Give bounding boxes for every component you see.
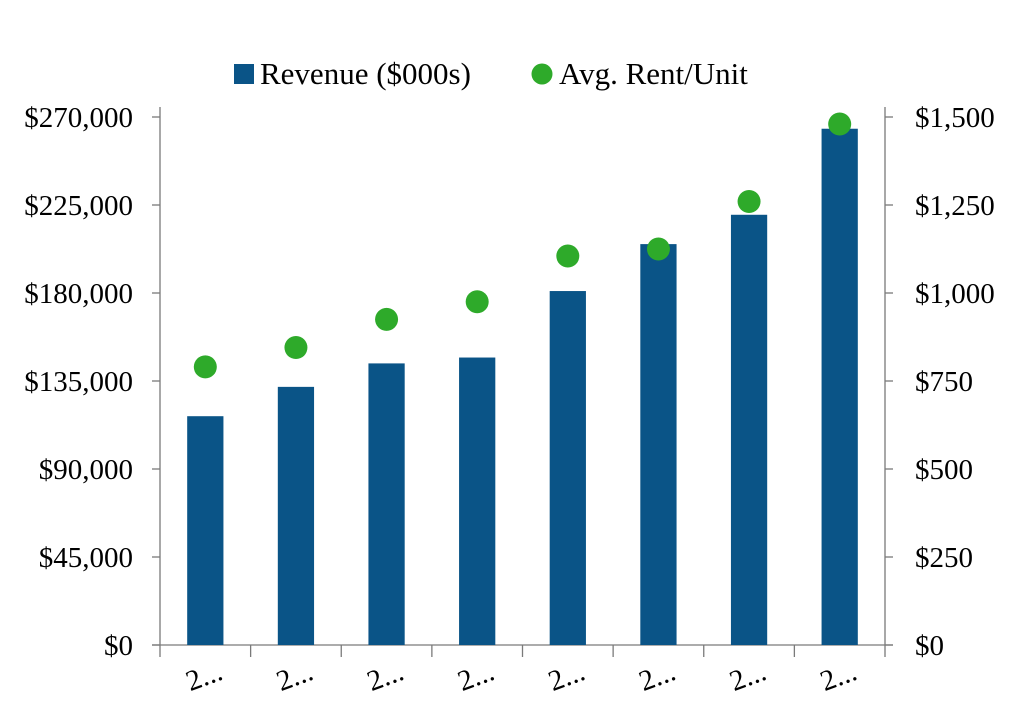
rent-point bbox=[284, 336, 308, 360]
category-label: 2... bbox=[182, 655, 227, 697]
right-tick-label: $500 bbox=[915, 454, 973, 486]
rent-point bbox=[193, 355, 217, 379]
revenue-bar bbox=[277, 386, 315, 645]
right-tick-label: $250 bbox=[915, 542, 973, 574]
revenue-bars bbox=[187, 128, 858, 645]
revenue-bar bbox=[549, 291, 586, 645]
right-tick-label: $0 bbox=[915, 630, 944, 662]
category-label: 2... bbox=[725, 655, 770, 697]
left-tick-label: $0 bbox=[104, 630, 133, 662]
legend-label-rent: Avg. Rent/Unit bbox=[559, 56, 748, 91]
right-tick-label: $1,500 bbox=[915, 102, 995, 134]
legend-circle-marker bbox=[531, 63, 553, 85]
category-labels: 2... 2... 2... 2... 2... 2... 2... 2... bbox=[182, 655, 861, 697]
revenue-bar bbox=[187, 416, 224, 645]
category-label: 2... bbox=[816, 655, 861, 697]
rent-point bbox=[556, 244, 580, 268]
legend: Revenue ($000s) Avg. Rent/Unit bbox=[234, 56, 748, 91]
rent-point bbox=[737, 189, 761, 213]
left-tick-label: $90,000 bbox=[39, 454, 133, 486]
category-label: 2... bbox=[454, 655, 499, 697]
category-label: 2... bbox=[544, 655, 589, 697]
revenue-bar bbox=[821, 128, 858, 645]
category-label: 2... bbox=[635, 655, 680, 697]
rent-point bbox=[646, 237, 670, 261]
rent-point bbox=[375, 307, 399, 331]
left-tick-label: $180,000 bbox=[24, 278, 133, 310]
left-tick-label: $270,000 bbox=[24, 102, 133, 134]
category-label: 2... bbox=[272, 655, 317, 697]
legend-label-revenue: Revenue ($000s) bbox=[260, 56, 471, 91]
legend-square-marker bbox=[234, 64, 254, 84]
left-tick-label: $135,000 bbox=[24, 366, 133, 398]
category-label: 2... bbox=[363, 655, 408, 697]
rent-point bbox=[465, 290, 489, 314]
left-tick-label: $225,000 bbox=[24, 190, 133, 222]
revenue-bar bbox=[640, 244, 677, 645]
revenue-bar bbox=[459, 357, 496, 645]
left-tick-label: $45,000 bbox=[39, 542, 133, 574]
axes: $0 $45,000 $90,000 $135,000 $180,000 $225,000… bbox=[24, 102, 995, 662]
right-tick-label: $1,000 bbox=[915, 278, 995, 310]
revenue-bar bbox=[730, 214, 768, 645]
revenue-bar bbox=[368, 363, 405, 645]
right-tick-label: $750 bbox=[915, 366, 973, 398]
right-tick-label: $1,250 bbox=[915, 190, 995, 222]
rent-point bbox=[828, 112, 852, 136]
rent-points bbox=[193, 112, 852, 379]
